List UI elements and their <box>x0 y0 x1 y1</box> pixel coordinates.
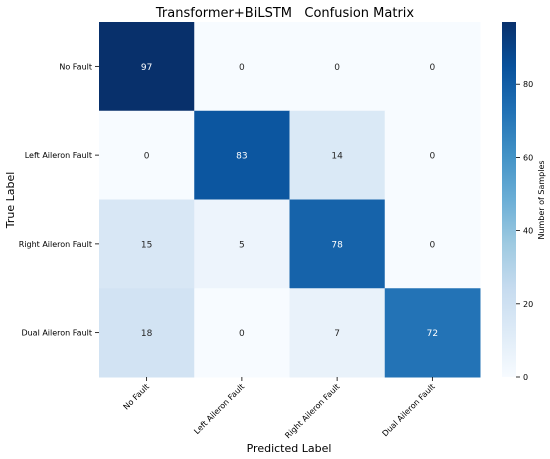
y-axis-label: True Label <box>4 172 17 230</box>
colorbar-tick-label: 80 <box>523 80 533 89</box>
heatmap-cell-labels: 97 0 0 0 0 83 14 0 15 5 78 0 18 0 7 72 <box>141 63 438 339</box>
colorbar-tick-label: 20 <box>523 300 533 309</box>
x-tick-label: Dual Aileron Fault <box>381 382 437 438</box>
cell-value-label: 0 <box>430 240 436 250</box>
cell-value-label: 18 <box>141 329 153 339</box>
cell-value-label: 5 <box>239 240 245 250</box>
x-axis-label: Predicted Label <box>247 442 332 455</box>
cell-value-label: 0 <box>239 329 245 339</box>
cell-value-label: 15 <box>141 240 152 250</box>
heatmap-cell <box>99 288 195 378</box>
cell-value-label: 97 <box>141 63 152 73</box>
heatmap-cell <box>384 110 481 200</box>
heatmap-cell <box>289 199 386 289</box>
cell-value-label: 7 <box>334 329 340 339</box>
x-tick-label: No Fault <box>122 382 151 411</box>
cell-value-label: 0 <box>430 63 436 73</box>
colorbar-label: Number of Samples <box>537 160 546 239</box>
x-tick-label: Left Aileron Fault <box>192 382 246 436</box>
colorbar-tick-label: 0 <box>523 373 528 382</box>
heatmap-cell <box>289 110 386 200</box>
colorbar <box>502 22 516 377</box>
heatmap-cell <box>194 110 290 200</box>
cell-value-label: 0 <box>144 152 150 162</box>
chart-title: Transformer+BiLSTM Confusion Matrix <box>155 6 415 21</box>
y-tick-label: Left Aileron Fault <box>25 151 92 160</box>
y-tick-label: No Fault <box>59 62 92 71</box>
cell-value-label: 72 <box>427 329 438 339</box>
heatmap-cell <box>99 110 195 200</box>
heatmap-cell <box>99 22 195 112</box>
heatmap-cell <box>194 22 290 112</box>
heatmap-cell <box>194 199 290 289</box>
heatmap-cell <box>384 22 481 112</box>
colorbar-ticks: 0 20 40 60 80 <box>516 80 533 382</box>
cell-value-label: 83 <box>236 152 247 162</box>
heatmap-cell <box>289 22 386 112</box>
cell-value-label: 0 <box>430 152 436 162</box>
cell-value-label: 14 <box>331 152 343 162</box>
heatmap-cell <box>194 288 290 378</box>
y-tick-labels: No Fault Left Aileron Fault Right Aileron … <box>19 62 99 338</box>
heatmap-cell <box>384 199 481 289</box>
heatmap-cell <box>289 288 386 378</box>
x-tick-label: Right Aileron Fault <box>283 382 341 440</box>
heatmap-cell <box>384 288 481 378</box>
y-tick-label: Dual Aileron Fault <box>21 329 92 338</box>
x-tick-labels: No Fault Left Aileron Fault Right Aileron … <box>122 377 437 440</box>
heatmap-cells <box>99 22 481 378</box>
heatmap-cell <box>99 199 195 289</box>
cell-value-label: 0 <box>334 63 340 73</box>
cell-value-label: 78 <box>331 240 343 250</box>
cell-value-label: 0 <box>239 63 245 73</box>
colorbar-tick-label: 60 <box>523 153 533 162</box>
y-tick-label: Right Aileron Fault <box>19 240 92 249</box>
colorbar-tick-label: 40 <box>523 227 533 236</box>
